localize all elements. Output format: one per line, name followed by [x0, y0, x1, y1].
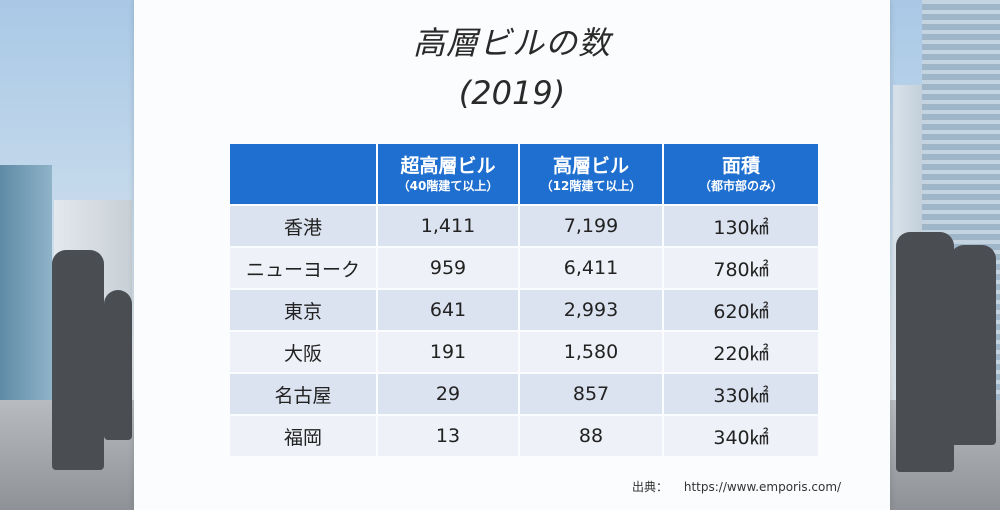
- high-rise-cell: 1,580: [520, 330, 664, 372]
- area-cell: 620㎢: [664, 288, 818, 330]
- table-row: 大阪 191 1,580 220㎢: [230, 330, 818, 372]
- header-high-rise: 高層ビル （12階建て以上）: [520, 144, 664, 204]
- person-left: [52, 250, 104, 470]
- slide-board: 高層ビルの数 (2019) 超高層ビル （40階建て以上） 高層ビル （12階建…: [134, 0, 890, 510]
- table-row: 福岡 13 88 340㎢: [230, 414, 818, 456]
- skyscraper-table: 超高層ビル （40階建て以上） 高層ビル （12階建て以上） 面積 （都市部のみ…: [230, 144, 818, 456]
- city-cell: 東京: [230, 288, 378, 330]
- source-url: https://www.emporis.com/: [683, 480, 842, 494]
- person-left-2: [104, 290, 132, 440]
- person-right-2: [950, 245, 996, 445]
- building-left-1: [0, 165, 52, 405]
- super-tall-cell: 13: [378, 414, 520, 456]
- slide-title: 高層ビルの数: [412, 24, 611, 62]
- super-tall-cell: 959: [378, 246, 520, 288]
- high-rise-cell: 857: [520, 372, 664, 414]
- header-main: 面積: [721, 155, 760, 177]
- super-tall-cell: 191: [378, 330, 520, 372]
- person-right: [896, 232, 954, 472]
- high-rise-cell: 6,411: [520, 246, 664, 288]
- table-row: 香港 1,411 7,199 130㎢: [230, 204, 818, 246]
- header-area: 面積 （都市部のみ）: [664, 144, 818, 204]
- high-rise-cell: 7,199: [520, 204, 664, 246]
- header-main: 超高層ビル: [400, 155, 496, 177]
- area-cell: 220㎢: [664, 330, 818, 372]
- source-label: 出典：: [632, 480, 669, 494]
- area-cell: 340㎢: [664, 414, 818, 456]
- super-tall-cell: 29: [378, 372, 520, 414]
- table-row: 東京 641 2,993 620㎢: [230, 288, 818, 330]
- super-tall-cell: 641: [378, 288, 520, 330]
- city-cell: ニューヨーク: [230, 246, 378, 288]
- table-row: ニューヨーク 959 6,411 780㎢: [230, 246, 818, 288]
- area-cell: 780㎢: [664, 246, 818, 288]
- header-sub: （12階建て以上）: [540, 179, 642, 193]
- table-row: 名古屋 29 857 330㎢: [230, 372, 818, 414]
- header-sub: （都市部のみ）: [698, 179, 783, 193]
- source-citation: 出典： https://www.emporis.com/: [632, 478, 841, 495]
- table-header-row: 超高層ビル （40階建て以上） 高層ビル （12階建て以上） 面積 （都市部のみ…: [230, 144, 818, 204]
- area-cell: 130㎢: [664, 204, 818, 246]
- city-cell: 香港: [230, 204, 378, 246]
- high-rise-cell: 2,993: [520, 288, 664, 330]
- header-sub: （40階建て以上）: [397, 179, 499, 193]
- super-tall-cell: 1,411: [378, 204, 520, 246]
- city-cell: 名古屋: [230, 372, 378, 414]
- city-cell: 大阪: [230, 330, 378, 372]
- area-cell: 330㎢: [664, 372, 818, 414]
- header-main: 高層ビル: [552, 155, 629, 177]
- slide-year: (2019): [458, 74, 566, 112]
- header-blank: [230, 144, 378, 204]
- header-super-tall: 超高層ビル （40階建て以上）: [378, 144, 520, 204]
- city-cell: 福岡: [230, 414, 378, 456]
- high-rise-cell: 88: [520, 414, 664, 456]
